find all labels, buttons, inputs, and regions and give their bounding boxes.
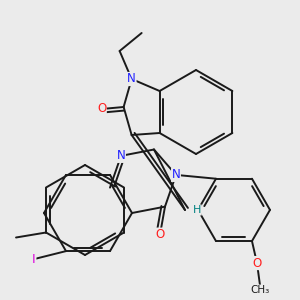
Text: O: O [252, 256, 262, 270]
Text: O: O [97, 103, 106, 116]
Text: I: I [32, 253, 36, 266]
Text: H: H [193, 205, 201, 215]
Text: CH₃: CH₃ [250, 285, 270, 295]
Text: N: N [127, 73, 136, 85]
Text: N: N [172, 168, 180, 182]
Text: O: O [155, 228, 165, 241]
Text: N: N [117, 149, 125, 162]
